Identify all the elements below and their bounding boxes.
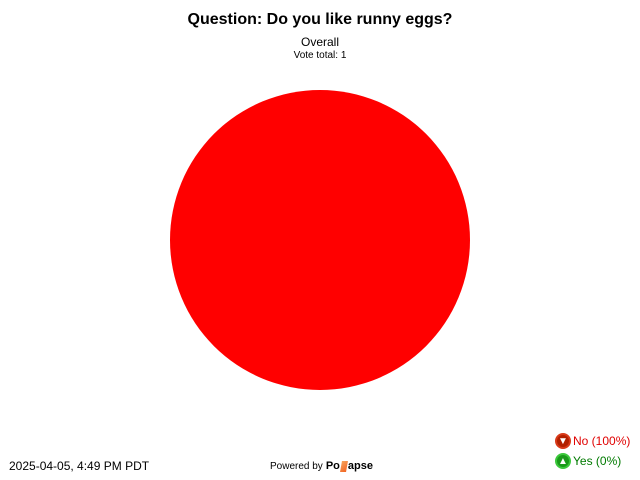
timestamp: 2025-04-05, 4:49 PM PDT — [9, 459, 150, 473]
thumbs-up-icon: ▲ — [555, 453, 571, 469]
vote-total: Vote total: 1 — [293, 50, 347, 61]
chart-subtitle: Overall — [300, 35, 339, 49]
legend: ▼ No (100%) ▲ Yes (0%) — [555, 431, 630, 471]
legend-label-yes: Yes (0%) — [573, 454, 622, 468]
pollapse-logo: Po apse — [326, 460, 373, 472]
legend-item-yes: ▲ Yes (0%) — [555, 451, 630, 471]
logo-left: Po — [325, 460, 340, 472]
legend-label-no: No (100%) — [573, 434, 631, 448]
logo-mark-icon — [339, 460, 348, 472]
legend-item-no: ▼ No (100%) — [555, 431, 630, 451]
powered-by: Powered by Po apse — [270, 460, 373, 472]
pie-slice-no — [170, 90, 470, 390]
powered-by-label: Powered by — [270, 460, 323, 472]
logo-right: apse — [347, 460, 373, 472]
thumbs-down-icon: ▼ — [555, 433, 571, 449]
chart-title: Question: Do you like runny eggs? — [187, 11, 453, 28]
